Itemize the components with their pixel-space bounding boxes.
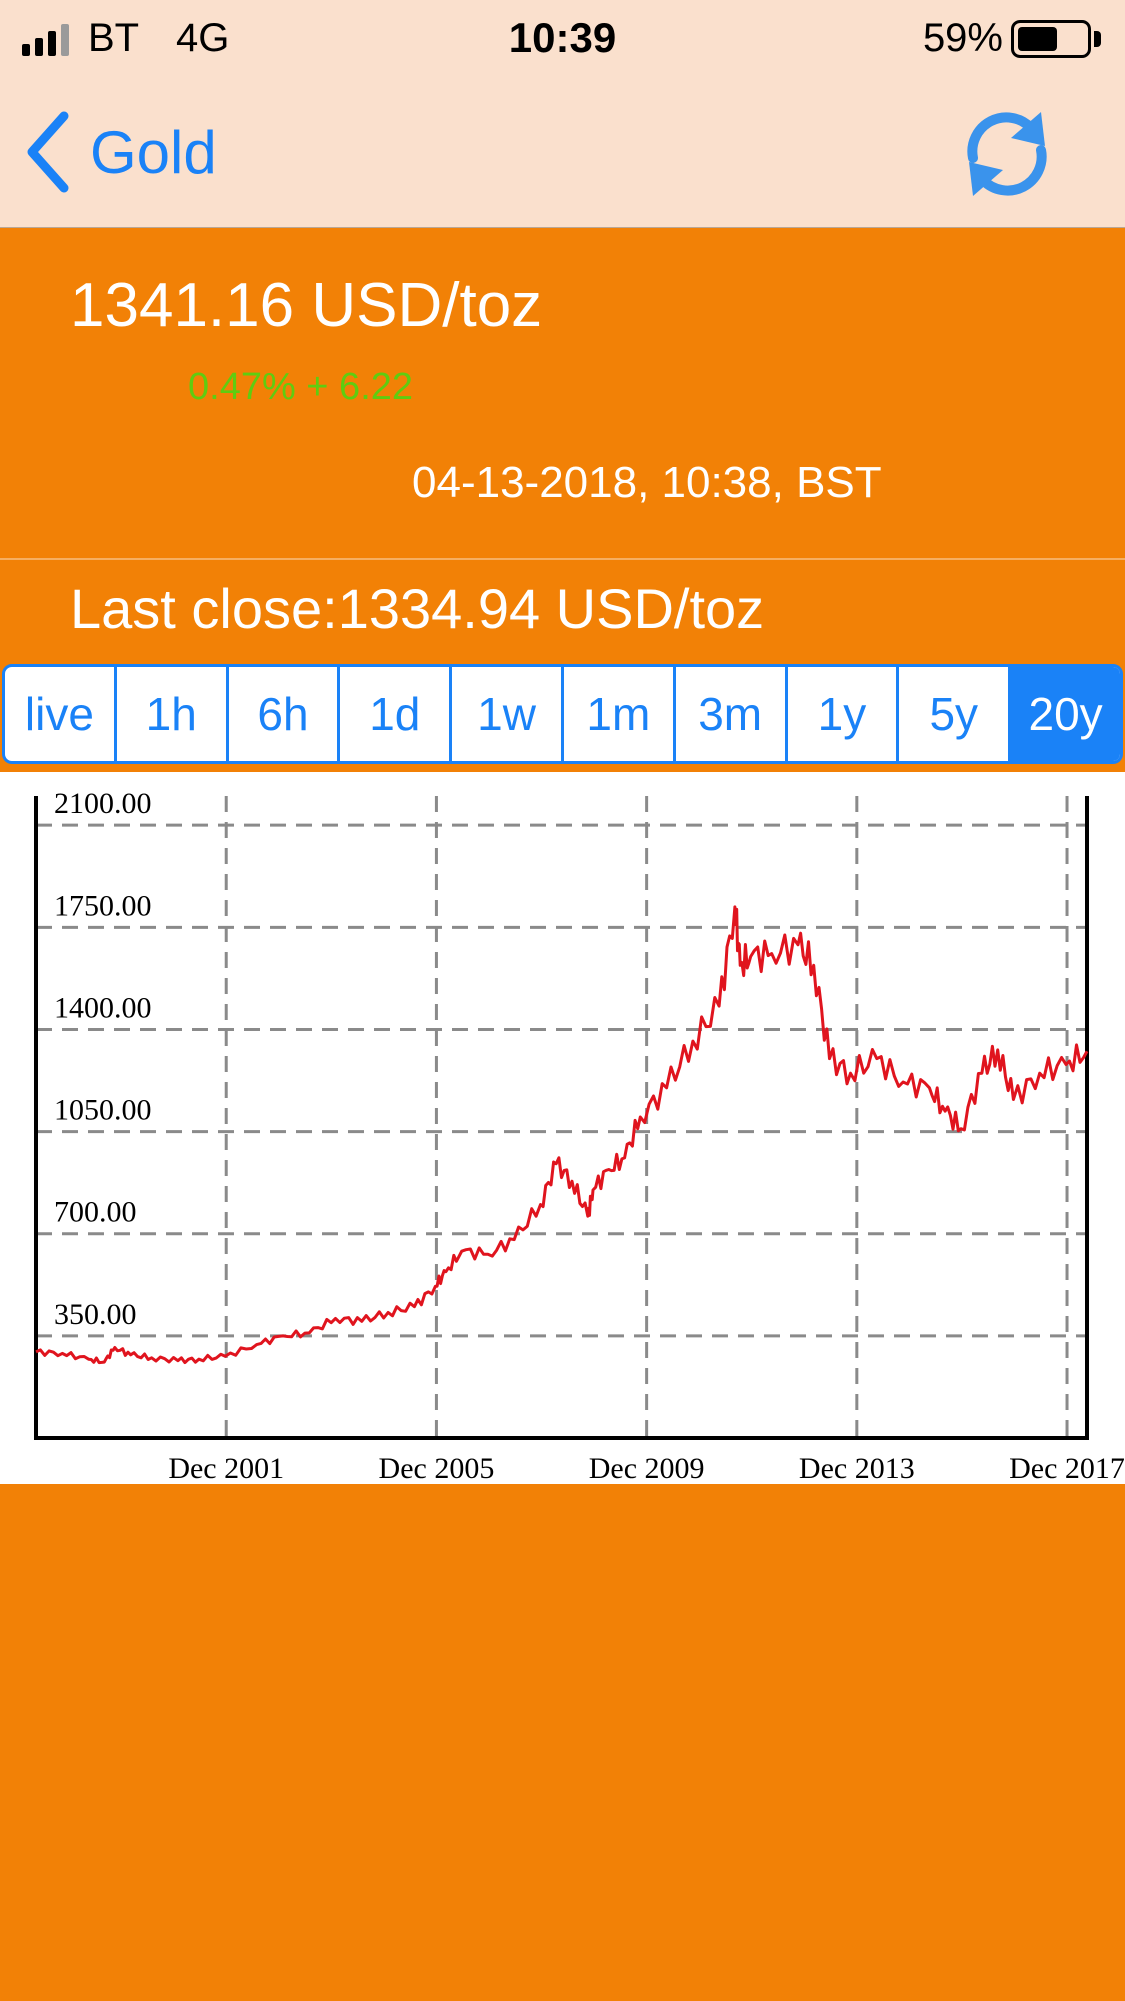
y-tick-label: 1750.00: [54, 889, 152, 922]
signal-strength-icon: [22, 22, 69, 56]
refresh-icon[interactable]: [959, 106, 1055, 202]
x-tick-label: Dec 2013: [799, 1452, 915, 1484]
range-tab-1h[interactable]: 1h: [117, 667, 229, 761]
price-change: 0.47% + 6.22: [188, 366, 414, 408]
x-tick-label: Dec 2009: [589, 1452, 705, 1484]
battery-percent: 59%: [922, 16, 1003, 60]
range-tab-1m[interactable]: 1m: [564, 667, 676, 761]
y-tick-label: 700.00: [54, 1196, 137, 1229]
carrier-label: BT: [88, 16, 140, 60]
divider: [0, 558, 1125, 560]
range-tab-6h[interactable]: 6h: [229, 667, 341, 761]
range-tab-5y[interactable]: 5y: [899, 667, 1012, 761]
y-tick-label: 1400.00: [54, 991, 152, 1024]
battery-nub: [1094, 31, 1101, 47]
y-tick-label: 350.00: [54, 1298, 137, 1331]
battery-icon: [1011, 20, 1091, 58]
last-close: Last close:1334.94 USD/toz: [70, 577, 765, 640]
quote-timestamp: 04-13-2018, 10:38, BST: [412, 458, 882, 507]
current-price: 1341.16 USD/toz: [70, 271, 543, 340]
network-type-label: 4G: [176, 16, 230, 60]
range-tab-1d[interactable]: 1d: [340, 667, 453, 761]
x-tick-label: Dec 2005: [379, 1452, 495, 1484]
x-tick-label: Dec 2001: [168, 1452, 284, 1484]
back-button[interactable]: Gold: [24, 102, 217, 202]
battery-level: [1018, 27, 1057, 51]
back-label: Gold: [90, 118, 217, 186]
range-tabs: live 1h 6h 1d 1w 1m 3m 1y 5y 20y: [2, 664, 1123, 764]
y-tick-label: 1050.00: [54, 1094, 152, 1127]
price-chart: 350.00 700.00 1050.00 1400.00 1750.00 2100.00…: [0, 772, 1125, 1484]
nav-bar: Gold: [0, 80, 1125, 228]
range-tab-1y[interactable]: 1y: [788, 667, 900, 761]
chart-canvas: 350.00 700.00 1050.00 1400.00 1750.00 2100.00…: [34, 787, 1125, 1484]
status-bar: BT 4G 10:39 59%: [0, 0, 1125, 80]
range-tab-1w[interactable]: 1w: [452, 667, 564, 761]
chevron-left-icon: [27, 111, 69, 193]
quote-panel: 1341.16 USD/toz 0.47% + 6.22 04-13-2018,…: [0, 228, 1125, 558]
range-tab-live[interactable]: live: [5, 667, 117, 761]
range-tab-20y[interactable]: 20y: [1011, 667, 1120, 761]
status-time: 10:39: [508, 14, 617, 61]
y-tick-label: 2100.00: [54, 787, 152, 820]
x-tick-label: Dec 2017: [1009, 1452, 1125, 1484]
range-tab-3m[interactable]: 3m: [676, 667, 788, 761]
price-series-line: [35, 905, 1089, 1365]
